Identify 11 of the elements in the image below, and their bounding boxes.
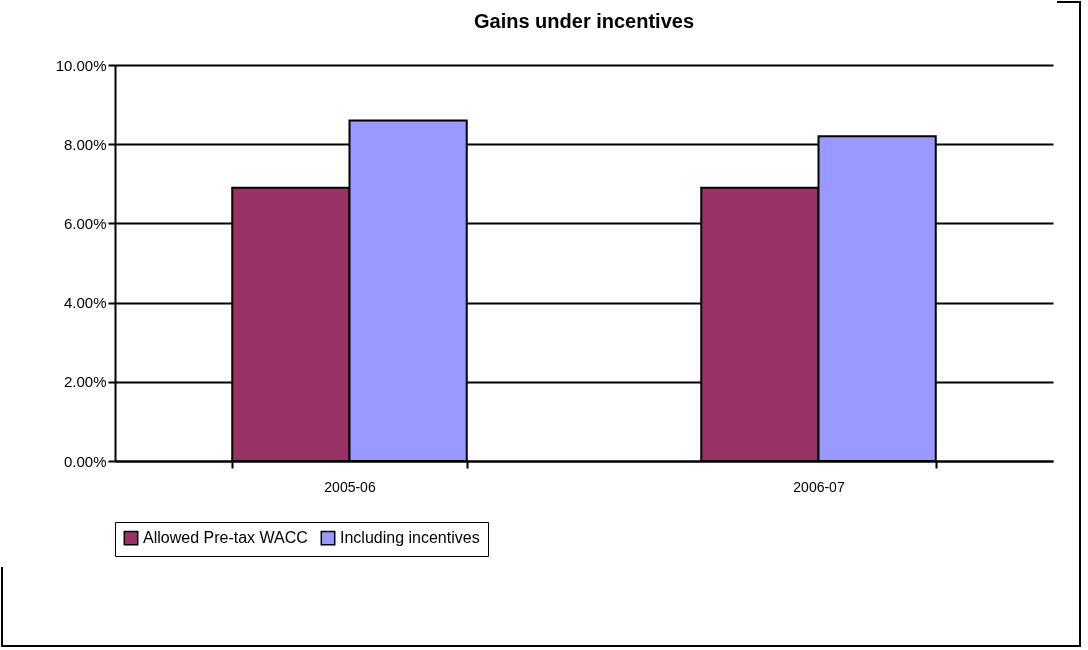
x-tick-label: 2006-07 [793,478,845,495]
y-tick-label: 10.00% [55,56,107,74]
x-tick-label: 2005-06 [324,478,376,495]
y-tick-label: 6.00% [63,214,107,232]
y-tick-label: 4.00% [63,294,107,312]
legend-label: Allowed Pre-tax WACC [143,529,308,547]
y-tick-label: 8.00% [63,135,107,153]
y-tick-label: 0.00% [63,452,107,470]
y-tick-label: 2.00% [63,373,107,391]
chart-title: Gains under incentives [473,10,695,32]
legend-label: Including incentives [340,529,480,547]
